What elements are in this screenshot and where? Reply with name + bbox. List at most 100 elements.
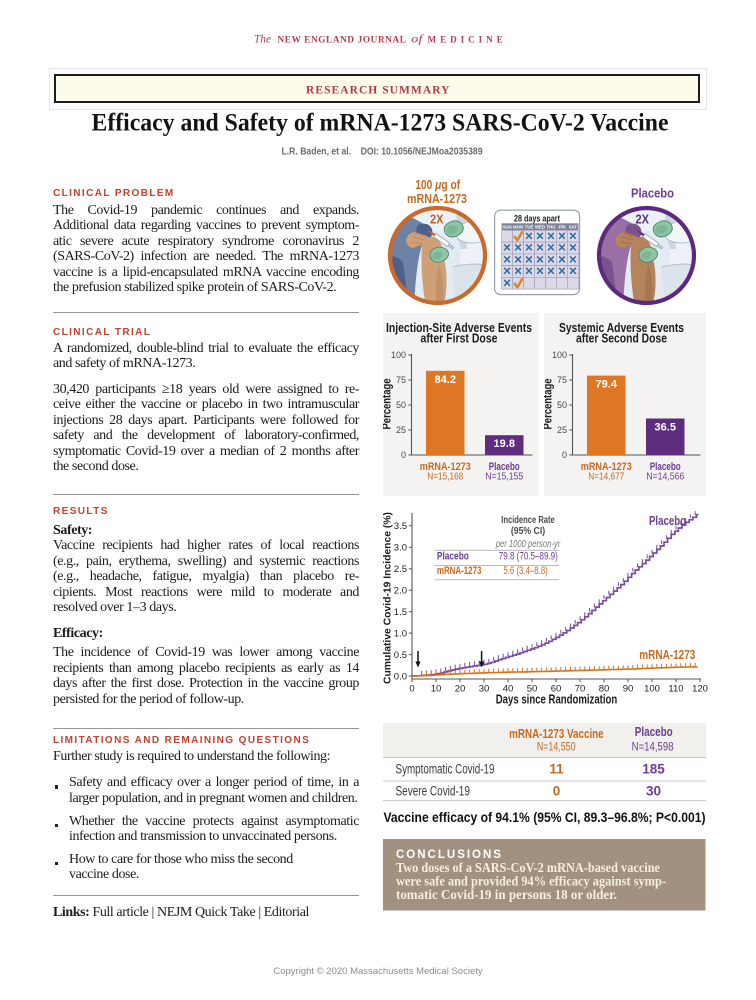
svg-text:79.4: 79.4 — [595, 379, 617, 391]
svg-text:WED: WED — [535, 225, 545, 230]
svg-text:Placebo: Placebo — [649, 461, 680, 473]
svg-text:after Second Dose: after Second Dose — [576, 331, 667, 346]
svg-text:×: × — [569, 240, 577, 255]
svg-text:×: × — [525, 252, 533, 267]
svg-text:50: 50 — [556, 400, 566, 410]
svg-text:×: × — [503, 264, 511, 279]
svg-text:Placebo: Placebo — [635, 724, 673, 739]
svg-text:84.2: 84.2 — [435, 374, 456, 386]
svg-text:were safe and provided 94% eff: were safe and provided 94% efficacy agai… — [396, 875, 666, 890]
svg-text:tomatic Covid-19 in persons 18: tomatic Covid-19 in persons 18 or older. — [396, 888, 617, 903]
svg-text:Days since Randomization: Days since Randomization — [496, 693, 618, 707]
svg-text:RESEARCH SUMMARY: RESEARCH SUMMARY — [306, 85, 451, 97]
svg-text:0: 0 — [409, 684, 414, 695]
svg-text:0.0: 0.0 — [394, 671, 407, 682]
svg-text:28 days apart: 28 days apart — [514, 214, 561, 225]
svg-text:of: of — [411, 34, 425, 46]
svg-text:5.6 (3.4–8.8): 5.6 (3.4–8.8) — [503, 565, 547, 577]
svg-text:MEDICINE: MEDICINE — [428, 35, 507, 45]
svg-text:Percentage: Percentage — [383, 378, 394, 429]
svg-text:11: 11 — [549, 762, 564, 777]
svg-text:10: 10 — [431, 684, 442, 695]
svg-text:100 μg of: 100 μg of — [415, 178, 461, 192]
svg-text:after First Dose: after First Dose — [421, 331, 498, 346]
svg-text:2.5: 2.5 — [394, 564, 407, 575]
svg-text:L.R. Baden, et al. DOI: 10.: L.R. Baden, et al. DOI: 10.1056/NEJMoa20… — [282, 146, 483, 158]
svg-text:25: 25 — [396, 425, 406, 435]
svg-text:90: 90 — [623, 684, 634, 695]
svg-text:Two doses of a SARS-CoV-2 mRNA: Two doses of a SARS-CoV-2 mRNA-based vac… — [396, 861, 660, 876]
svg-text:19.8: 19.8 — [494, 438, 515, 450]
svg-text:SAT: SAT — [569, 225, 578, 230]
svg-text:×: × — [514, 264, 522, 279]
svg-text:×: × — [536, 264, 544, 279]
svg-text:Severe Covid-19: Severe Covid-19 — [396, 784, 470, 799]
svg-text:CONCLUSIONS: CONCLUSIONS — [396, 849, 503, 861]
svg-text:Placebo: Placebo — [437, 551, 469, 563]
svg-text:Injection-Site Adverse Events: Injection-Site Adverse Events — [386, 320, 532, 335]
svg-text:×: × — [503, 275, 511, 290]
svg-text:Cumulative Covid-19 Incidence: Cumulative Covid-19 Incidence (%) — [383, 512, 394, 684]
svg-text:mRNA-1273: mRNA-1273 — [420, 461, 471, 473]
svg-text:Efficacy and Safety of mRNA-12: Efficacy and Safety of mRNA-1273 SARS-Co… — [92, 108, 669, 137]
svg-text:185: 185 — [642, 762, 665, 777]
svg-text:Placebo: Placebo — [649, 514, 686, 528]
svg-text:×: × — [514, 252, 522, 267]
svg-text:0: 0 — [561, 450, 566, 460]
svg-text:per 1000 person-yr: per 1000 person-yr — [495, 538, 561, 550]
svg-text:Symptomatic Covid-19: Symptomatic Covid-19 — [396, 762, 495, 777]
svg-text:50: 50 — [527, 684, 538, 695]
svg-text:75: 75 — [396, 375, 406, 385]
svg-text:70: 70 — [575, 684, 586, 695]
svg-text:The: The — [254, 34, 271, 46]
svg-text:TUE: TUE — [525, 225, 534, 230]
svg-text:×: × — [525, 264, 533, 279]
svg-text:MON: MON — [513, 225, 523, 230]
svg-text:×: × — [536, 252, 544, 267]
svg-text:Placebo: Placebo — [489, 461, 520, 473]
svg-text:×: × — [547, 229, 555, 244]
svg-text:mRNA-1273: mRNA-1273 — [407, 192, 467, 206]
svg-text:×: × — [525, 229, 533, 244]
svg-text:20: 20 — [455, 684, 466, 695]
svg-text:×: × — [558, 252, 566, 267]
svg-text:Placebo: Placebo — [631, 187, 674, 201]
svg-text:3.5: 3.5 — [394, 521, 407, 532]
svg-text:N=15,155: N=15,155 — [485, 471, 523, 483]
svg-text:×: × — [558, 240, 566, 255]
svg-text:0.5: 0.5 — [394, 650, 407, 661]
svg-text:×: × — [558, 264, 566, 279]
svg-text:N=14,598: N=14,598 — [632, 740, 674, 754]
svg-text:N=14,550: N=14,550 — [537, 740, 576, 754]
svg-text:100: 100 — [551, 350, 566, 360]
svg-text:Percentage: Percentage — [544, 378, 555, 429]
svg-text:Systemic Adverse Events: Systemic Adverse Events — [559, 320, 684, 335]
svg-text:79.8 (70.5–89.9): 79.8 (70.5–89.9) — [499, 551, 558, 563]
svg-text:80: 80 — [599, 684, 610, 695]
svg-text:N=15,168: N=15,168 — [427, 471, 463, 483]
svg-text:40: 40 — [503, 684, 514, 695]
svg-text:75: 75 — [556, 375, 566, 385]
svg-text:1.5: 1.5 — [394, 607, 407, 618]
svg-text:mRNA-1273: mRNA-1273 — [639, 648, 695, 662]
svg-text:3.0: 3.0 — [394, 543, 407, 554]
svg-text:×: × — [503, 240, 511, 255]
svg-text:×: × — [514, 240, 522, 255]
svg-text:×: × — [558, 229, 566, 244]
svg-text:120: 120 — [692, 684, 708, 695]
svg-text:0: 0 — [401, 450, 406, 460]
svg-text:N=14,677: N=14,677 — [588, 471, 624, 483]
svg-text:×: × — [525, 240, 533, 255]
svg-text:25: 25 — [556, 425, 566, 435]
svg-text:N=14,566: N=14,566 — [646, 471, 684, 483]
svg-text:50: 50 — [396, 400, 406, 410]
svg-text:2X: 2X — [430, 213, 444, 227]
svg-text:2.0: 2.0 — [394, 586, 407, 597]
svg-text:Vaccine efficacy of 94.1% (95%: Vaccine efficacy of 94.1% (95% CI, 89.3–… — [384, 809, 706, 825]
svg-text:×: × — [536, 229, 544, 244]
svg-text:(95% CI): (95% CI) — [511, 525, 545, 537]
svg-text:×: × — [569, 252, 577, 267]
svg-text:NEW ENGLAND JOURNAL: NEW ENGLAND JOURNAL — [278, 35, 407, 45]
svg-text:1.0: 1.0 — [394, 628, 407, 639]
svg-text:mRNA-1273: mRNA-1273 — [580, 461, 631, 473]
